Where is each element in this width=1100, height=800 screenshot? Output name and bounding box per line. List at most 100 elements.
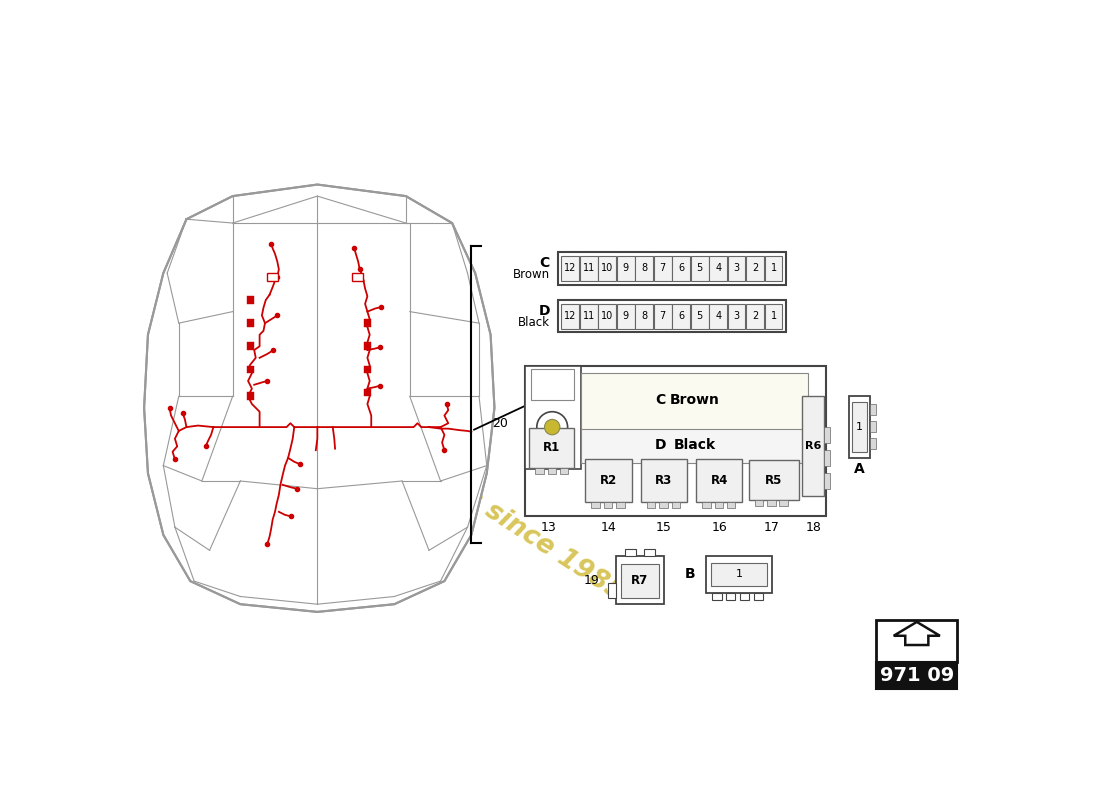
Bar — [548, 468, 556, 474]
Text: 4: 4 — [715, 311, 722, 322]
Bar — [561, 256, 580, 281]
Text: 16: 16 — [712, 521, 727, 534]
Bar — [636, 304, 653, 329]
Bar — [246, 366, 254, 373]
Bar — [703, 502, 711, 508]
Bar — [581, 429, 807, 463]
Bar — [558, 300, 786, 332]
Text: 10: 10 — [601, 263, 614, 274]
Text: 9: 9 — [623, 263, 629, 274]
Text: 5: 5 — [696, 311, 703, 322]
Bar — [363, 366, 372, 373]
Bar — [877, 662, 957, 689]
Bar — [755, 500, 763, 506]
Bar — [870, 421, 877, 432]
Bar — [691, 256, 708, 281]
Bar — [691, 304, 708, 329]
Bar — [710, 256, 727, 281]
Bar — [659, 502, 668, 508]
Text: R2: R2 — [600, 474, 617, 487]
Bar — [598, 256, 616, 281]
Text: 19: 19 — [583, 574, 600, 587]
Polygon shape — [893, 622, 939, 645]
Text: R5: R5 — [764, 474, 782, 486]
Text: Black: Black — [518, 316, 550, 329]
Bar — [746, 256, 763, 281]
Bar — [824, 427, 830, 442]
Circle shape — [544, 419, 560, 434]
Text: 6: 6 — [678, 311, 684, 322]
Bar — [715, 502, 723, 508]
Text: 10: 10 — [601, 311, 614, 322]
Bar — [246, 296, 254, 304]
Text: 17: 17 — [763, 521, 780, 534]
Bar — [536, 468, 543, 474]
Text: C: C — [654, 393, 666, 407]
Bar — [246, 393, 254, 400]
Bar — [363, 389, 372, 396]
Text: D: D — [654, 438, 666, 452]
Bar — [558, 252, 786, 285]
Bar — [803, 396, 824, 496]
Text: 14: 14 — [601, 521, 616, 534]
Text: 2: 2 — [752, 263, 758, 274]
Text: Brown: Brown — [670, 393, 719, 407]
Text: 4: 4 — [715, 263, 722, 274]
Bar — [616, 557, 664, 604]
Text: R3: R3 — [656, 474, 672, 487]
Bar — [616, 502, 625, 508]
Bar — [640, 459, 686, 502]
Bar — [363, 342, 372, 350]
Bar — [585, 459, 631, 502]
Text: 20: 20 — [493, 417, 508, 430]
Bar — [653, 304, 671, 329]
Bar — [604, 502, 613, 508]
Text: Black: Black — [673, 438, 716, 452]
Bar — [636, 256, 653, 281]
Text: Brown: Brown — [513, 268, 550, 281]
Text: 8: 8 — [641, 311, 647, 322]
Bar — [531, 370, 574, 400]
Text: 971 09: 971 09 — [880, 666, 954, 686]
Bar — [617, 256, 635, 281]
Bar — [267, 273, 278, 281]
Circle shape — [537, 412, 568, 442]
Bar — [749, 460, 799, 500]
Bar — [706, 556, 772, 593]
Text: 6: 6 — [678, 263, 684, 274]
Text: 7: 7 — [660, 263, 666, 274]
Bar — [581, 373, 807, 431]
Text: R1: R1 — [542, 442, 560, 454]
Text: 12: 12 — [564, 263, 576, 274]
Text: 11: 11 — [583, 263, 595, 274]
Bar — [870, 404, 877, 414]
Text: 1: 1 — [736, 569, 743, 579]
Bar — [246, 319, 254, 327]
Bar — [870, 438, 877, 449]
Text: 15: 15 — [656, 521, 672, 534]
Bar — [851, 402, 867, 452]
Bar — [352, 273, 363, 281]
Bar — [617, 304, 635, 329]
Bar — [672, 256, 690, 281]
Bar — [728, 304, 746, 329]
Bar — [580, 304, 597, 329]
Bar — [764, 304, 782, 329]
Bar — [696, 459, 742, 502]
Bar — [625, 549, 636, 557]
Bar — [767, 500, 775, 506]
Bar — [526, 366, 825, 516]
Text: 1: 1 — [770, 263, 777, 274]
Text: 13: 13 — [540, 521, 557, 534]
Text: R6: R6 — [805, 442, 822, 451]
Bar — [644, 549, 654, 557]
Bar — [598, 304, 616, 329]
Text: C: C — [540, 256, 550, 270]
Bar — [526, 366, 581, 470]
Bar — [620, 564, 659, 598]
Bar — [363, 319, 372, 327]
Bar — [727, 502, 736, 508]
Bar — [728, 256, 746, 281]
Text: 7: 7 — [660, 311, 666, 322]
Bar — [849, 396, 870, 458]
